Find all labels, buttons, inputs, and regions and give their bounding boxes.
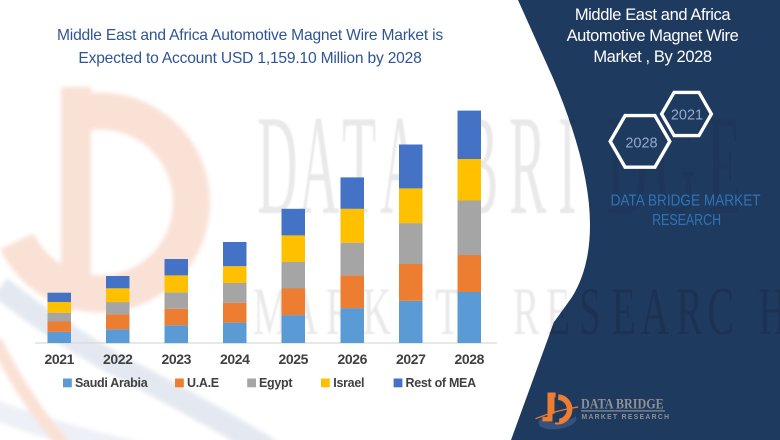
svg-text:2028: 2028 <box>625 136 657 152</box>
svg-text:2021: 2021 <box>45 351 75 367</box>
svg-text:2028: 2028 <box>455 351 485 367</box>
svg-text:Rest of MEA: Rest of MEA <box>406 376 477 390</box>
svg-text:2024: 2024 <box>220 351 250 367</box>
svg-text:U.A.E: U.A.E <box>187 376 219 390</box>
svg-text:2025: 2025 <box>279 351 309 367</box>
svg-text:DATA BRIDGE: DATA BRIDGE <box>581 395 664 411</box>
svg-text:Egypt: Egypt <box>259 376 293 390</box>
svg-text:2023: 2023 <box>162 351 192 367</box>
svg-text:Saudi Arabia: Saudi Arabia <box>75 376 149 390</box>
svg-text:MARKET RESEARCH: MARKET RESEARCH <box>582 413 671 421</box>
svg-text:2027: 2027 <box>396 351 426 367</box>
svg-text:2021: 2021 <box>671 108 703 124</box>
svg-text:2026: 2026 <box>338 351 368 367</box>
svg-text:RESEARCH: RESEARCH <box>652 212 721 229</box>
svg-text:2022: 2022 <box>103 351 133 367</box>
svg-text:Israel: Israel <box>333 376 364 390</box>
svg-text:DATA BRIDGE MARKET: DATA BRIDGE MARKET <box>611 193 761 210</box>
